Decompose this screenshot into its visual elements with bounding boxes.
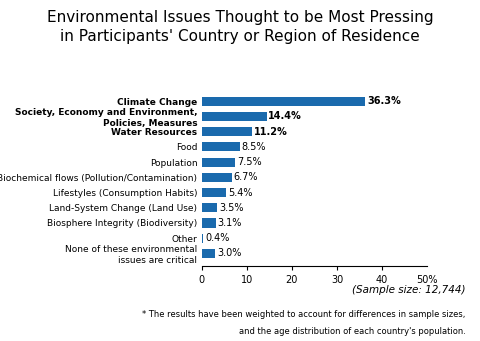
Bar bbox=[202, 142, 240, 151]
Text: 3.0%: 3.0% bbox=[217, 248, 241, 258]
Bar bbox=[202, 249, 215, 258]
Text: 11.2%: 11.2% bbox=[254, 127, 288, 137]
Text: 14.4%: 14.4% bbox=[268, 112, 302, 121]
Bar bbox=[202, 158, 235, 167]
Bar bbox=[202, 218, 216, 227]
Bar bbox=[202, 97, 365, 106]
Bar bbox=[202, 127, 252, 136]
Text: * The results have been weighted to account for differences in sample sizes,: * The results have been weighted to acco… bbox=[142, 310, 466, 319]
Text: 3.5%: 3.5% bbox=[219, 203, 244, 213]
Bar bbox=[202, 173, 232, 182]
Text: and the age distribution of each country's population.: and the age distribution of each country… bbox=[239, 327, 466, 336]
Bar bbox=[202, 188, 226, 197]
Text: Environmental Issues Thought to be Most Pressing
in Participants' Country or Reg: Environmental Issues Thought to be Most … bbox=[47, 10, 433, 44]
Bar bbox=[202, 234, 204, 243]
Text: 50%: 50% bbox=[417, 275, 438, 285]
Bar bbox=[202, 112, 266, 121]
Text: 6.7%: 6.7% bbox=[234, 172, 258, 182]
Bar bbox=[202, 203, 217, 212]
Text: 8.5%: 8.5% bbox=[242, 142, 266, 152]
Text: (Sample size: 12,744): (Sample size: 12,744) bbox=[352, 285, 466, 295]
Text: 0.4%: 0.4% bbox=[205, 233, 229, 243]
Text: 3.1%: 3.1% bbox=[217, 218, 242, 228]
Text: 7.5%: 7.5% bbox=[237, 157, 262, 167]
Text: 36.3%: 36.3% bbox=[367, 96, 401, 106]
Text: 5.4%: 5.4% bbox=[228, 188, 252, 197]
